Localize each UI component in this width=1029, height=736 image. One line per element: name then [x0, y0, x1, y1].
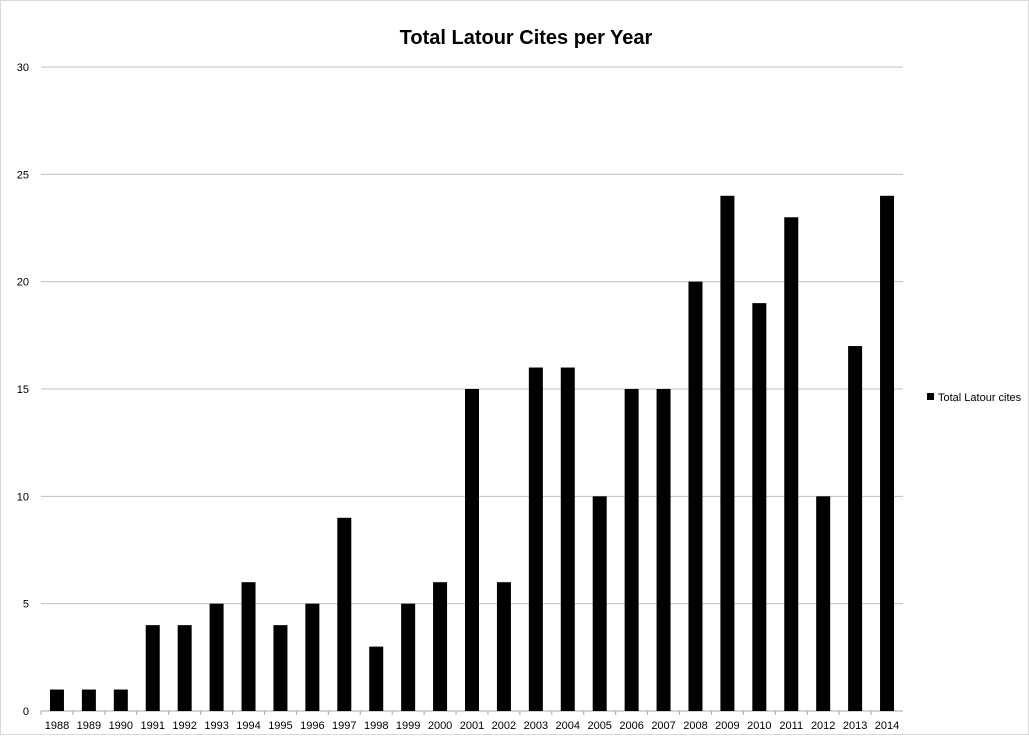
bar: [241, 582, 256, 711]
bar: [401, 603, 416, 711]
bar: [592, 496, 607, 711]
x-tick-label: 2009: [715, 720, 739, 732]
x-tick-label: 2002: [492, 720, 516, 732]
x-tick-label: 1995: [268, 720, 292, 732]
y-tick-label: 15: [17, 384, 29, 396]
bar: [496, 582, 511, 711]
bar: [369, 646, 384, 711]
bar: [880, 195, 895, 712]
x-tick-label: 1990: [109, 720, 133, 732]
x-tick-label: 1989: [77, 720, 101, 732]
x-tick-label: 2008: [683, 720, 707, 732]
bar: [528, 367, 543, 711]
x-tick-label: 2005: [587, 720, 611, 732]
bar: [752, 303, 767, 711]
bar: [465, 389, 479, 711]
bar: [848, 346, 863, 711]
bar: [145, 625, 160, 711]
x-axis-ticks: 1988 1989 1990 1991 1992 1993 1994 1995 1996 1997…: [40, 711, 899, 732]
x-tick-label: 1994: [236, 720, 260, 732]
bar: [177, 625, 192, 711]
bar: [49, 689, 64, 711]
legend: Total Latour cites: [927, 392, 1022, 404]
x-tick-label: 2004: [556, 720, 580, 732]
bar: [656, 389, 671, 711]
x-tick-label: 2010: [747, 720, 771, 732]
x-tick-label: 2006: [619, 720, 643, 732]
bar: [624, 389, 639, 711]
bar: [816, 496, 831, 711]
x-tick-label: 2001: [460, 720, 484, 732]
x-tick-label: 1992: [172, 720, 196, 732]
bar: [688, 281, 703, 711]
chart-title: Total Latour Cites per Year: [400, 27, 653, 49]
x-tick-label: 1988: [45, 720, 69, 732]
bar: [433, 582, 448, 711]
y-tick-label: 0: [23, 706, 29, 718]
x-tick-label: 2012: [811, 720, 835, 732]
bar: [273, 625, 288, 711]
bar: [81, 689, 96, 711]
x-tick-label: 2000: [428, 720, 452, 732]
bar: [784, 217, 799, 711]
x-tick-label: 1997: [332, 720, 356, 732]
x-tick-label: 1991: [140, 720, 164, 732]
x-tick-label: 2003: [524, 720, 548, 732]
legend-label: Total Latour cites: [938, 392, 1022, 404]
x-tick-label: 2011: [779, 720, 803, 732]
legend-swatch: [927, 393, 934, 400]
y-tick-label: 10: [17, 491, 29, 503]
bar: [305, 603, 320, 711]
x-tick-label: 2007: [651, 720, 675, 732]
bar: [720, 195, 735, 712]
bar: [560, 367, 575, 711]
x-tick-label: 2014: [875, 720, 899, 732]
x-tick-label: 2013: [843, 720, 867, 732]
y-tick-label: 20: [17, 277, 29, 289]
bar: [209, 603, 224, 711]
x-tick-label: 1999: [396, 720, 420, 732]
y-tick-label: 5: [23, 599, 29, 611]
x-tick-label: 1998: [364, 720, 388, 732]
x-tick-label: 1996: [300, 720, 324, 732]
bar: [113, 689, 128, 711]
bar: [337, 517, 352, 711]
y-tick-label: 30: [17, 62, 29, 74]
y-tick-label: 25: [17, 169, 29, 181]
y-axis-ticks: 0 5 10 15 20 25 30: [17, 62, 29, 718]
x-tick-label: 1993: [204, 720, 228, 732]
bars: [49, 195, 895, 712]
